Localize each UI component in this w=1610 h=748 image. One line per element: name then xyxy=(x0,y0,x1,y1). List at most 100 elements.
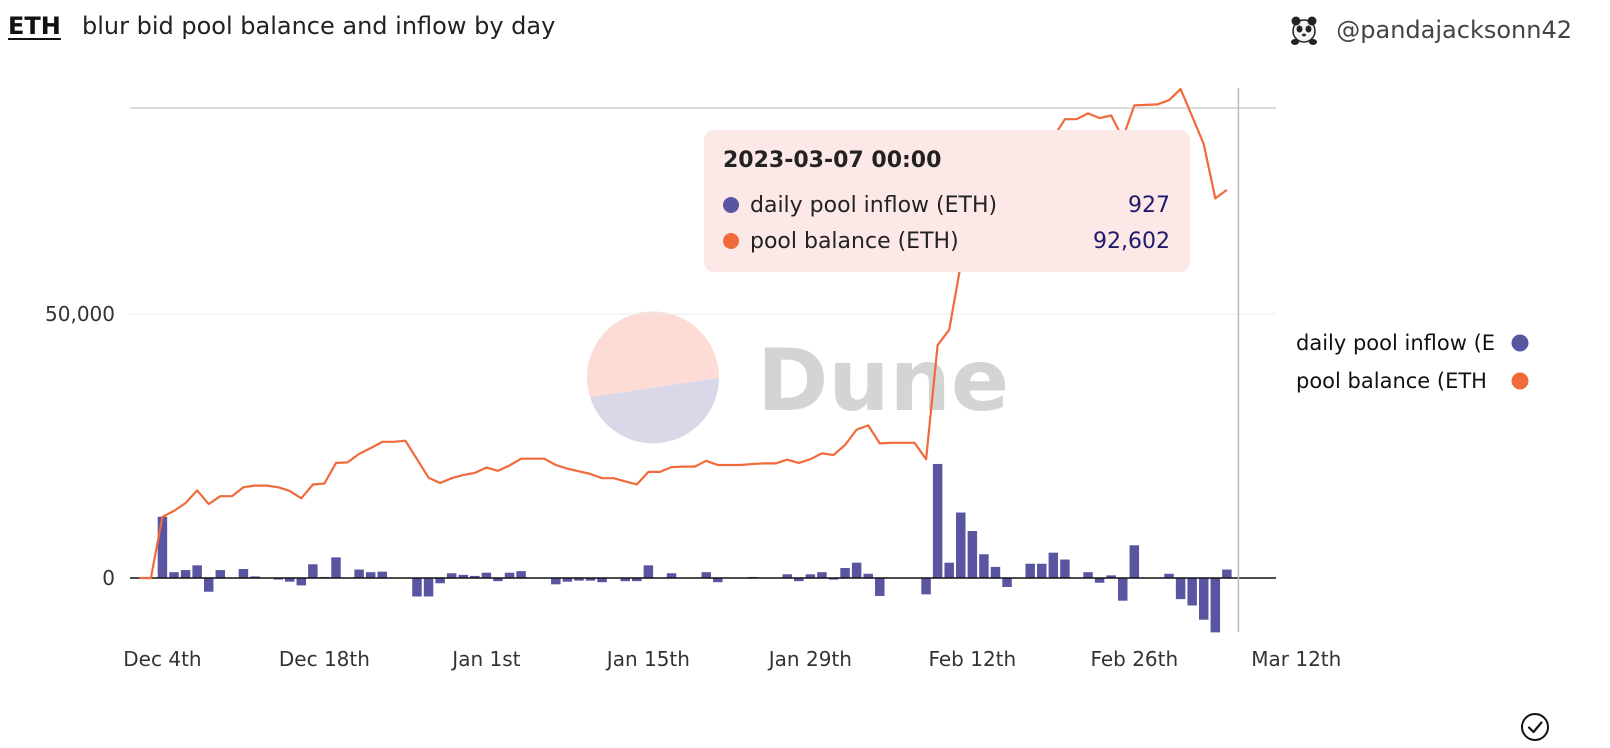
chart-title: blur bid pool balance and inflow by day xyxy=(82,12,556,40)
inflow-bar xyxy=(446,573,457,578)
chart-tooltip: 2023-03-07 00:00 daily pool inflow (ETH)… xyxy=(704,130,1190,272)
inflow-bar xyxy=(851,562,862,578)
x-tick-label: Jan 15th xyxy=(605,647,690,671)
panda-avatar-icon xyxy=(1291,16,1318,45)
inflow-bar xyxy=(956,512,966,578)
chain-link[interactable]: ETH xyxy=(8,12,61,40)
x-tick-label: Dec 4th xyxy=(123,647,201,671)
check-circle-icon[interactable] xyxy=(1520,712,1550,742)
watermark-logo-upper xyxy=(587,311,720,397)
inflow-bar xyxy=(458,574,469,578)
inflow-bar xyxy=(875,578,885,596)
watermark: Dune xyxy=(587,311,1009,444)
balance-dot-icon xyxy=(723,233,739,249)
tooltip-label: pool balance (ETH) xyxy=(750,228,959,254)
chart-header: ETH blur bid pool balance and inflow by … xyxy=(0,0,1610,60)
inflow-bar xyxy=(1025,563,1035,578)
inflow-bar xyxy=(296,578,307,586)
inflow-bar xyxy=(215,570,226,578)
inflow-bar xyxy=(493,578,503,582)
inflow-bar xyxy=(1002,578,1012,587)
inflow-bar xyxy=(238,569,249,578)
inflow-bar xyxy=(794,578,804,582)
inflow-bar xyxy=(203,578,214,592)
inflow-bar xyxy=(504,572,515,578)
inflow-bar xyxy=(967,531,978,578)
inflow-bar xyxy=(192,565,202,578)
inflow-bar xyxy=(701,572,711,578)
legend-dot-icon xyxy=(1511,334,1529,352)
inflow-bar xyxy=(632,578,642,582)
inflow-bar xyxy=(1094,578,1105,583)
inflow-bar xyxy=(840,567,850,578)
x-tick-label: Mar 12th xyxy=(1251,647,1341,671)
x-tick-label: Feb 12th xyxy=(928,647,1016,671)
inflow-dot-icon xyxy=(723,197,739,213)
inflow-bar xyxy=(921,578,931,595)
inflow-bar xyxy=(643,565,654,578)
inflow-bar xyxy=(666,573,677,578)
inflow-bar xyxy=(551,578,561,585)
inflow-bar xyxy=(1060,559,1070,578)
author-name: @pandajacksonn42 xyxy=(1336,16,1572,44)
author-link[interactable]: @pandajacksonn42 xyxy=(1286,10,1572,50)
inflow-bar xyxy=(944,562,954,578)
inflow-bar xyxy=(1118,578,1128,601)
inflow-bar xyxy=(308,564,318,578)
inflow-bar xyxy=(562,578,573,582)
legend-label: pool balance (ETH xyxy=(1296,369,1487,393)
watermark-logo-lower xyxy=(590,378,719,444)
tooltip-value: 92,602 xyxy=(1093,228,1170,254)
inflow-bar xyxy=(354,569,364,578)
inflow-bar xyxy=(273,578,283,580)
inflow-bar xyxy=(250,576,260,578)
y-tick-label: 50,000 xyxy=(45,302,115,326)
inflow-bar xyxy=(412,578,422,597)
inflow-bar xyxy=(284,578,295,582)
inflow-bar xyxy=(713,578,723,583)
inflow-bar xyxy=(863,573,873,578)
inflow-bar xyxy=(377,571,388,578)
inflow-bar xyxy=(585,578,596,581)
inflow-bar xyxy=(620,578,630,582)
inflow-bar xyxy=(817,572,827,578)
watermark-text: Dune xyxy=(757,331,1009,431)
inflow-bar xyxy=(365,572,376,578)
tooltip-value: 927 xyxy=(1128,192,1170,218)
legend-item[interactable]: daily pool inflow (E xyxy=(1296,331,1529,355)
inflow-bar xyxy=(1198,578,1209,620)
inflow-bar xyxy=(1187,578,1197,606)
inflow-bar xyxy=(932,463,943,578)
x-tick-label: Feb 26th xyxy=(1090,647,1178,671)
x-tick-label: Dec 18th xyxy=(279,647,370,671)
inflow-bar xyxy=(180,570,191,578)
inflow-bar xyxy=(470,575,480,578)
inflow-bar xyxy=(1037,563,1047,578)
inflow-bar xyxy=(574,578,584,581)
inflow-bar xyxy=(435,578,445,584)
inflow-bar xyxy=(481,572,492,578)
inflow-bar xyxy=(1175,578,1186,600)
tooltip-title: 2023-03-07 00:00 xyxy=(723,148,942,173)
inflow-bar xyxy=(1106,575,1116,578)
tooltip-row-inflow: daily pool inflow (ETH) 927 xyxy=(723,187,1170,223)
inflow-bar xyxy=(1222,569,1232,578)
inflow-bar xyxy=(990,566,1001,578)
inflow-bar xyxy=(1164,573,1174,578)
inflow-bar xyxy=(1048,552,1059,578)
tooltip-row-balance: pool balance (ETH) 92,602 xyxy=(723,223,1170,259)
x-tick-label: Jan 1st xyxy=(450,647,520,671)
inflow-bar xyxy=(805,574,816,578)
legend-label: daily pool inflow (E xyxy=(1296,331,1495,355)
inflow-bar xyxy=(169,572,179,578)
inflow-bar xyxy=(1083,572,1093,578)
inflow-bar xyxy=(1129,545,1140,578)
y-tick-label: 0 xyxy=(102,566,115,590)
inflow-bar xyxy=(1210,578,1221,633)
legend-item[interactable]: pool balance (ETH xyxy=(1296,369,1529,393)
inflow-bar xyxy=(423,578,434,597)
inflow-bar xyxy=(331,557,341,578)
inflow-bar xyxy=(157,516,168,578)
inflow-bar xyxy=(828,578,839,580)
